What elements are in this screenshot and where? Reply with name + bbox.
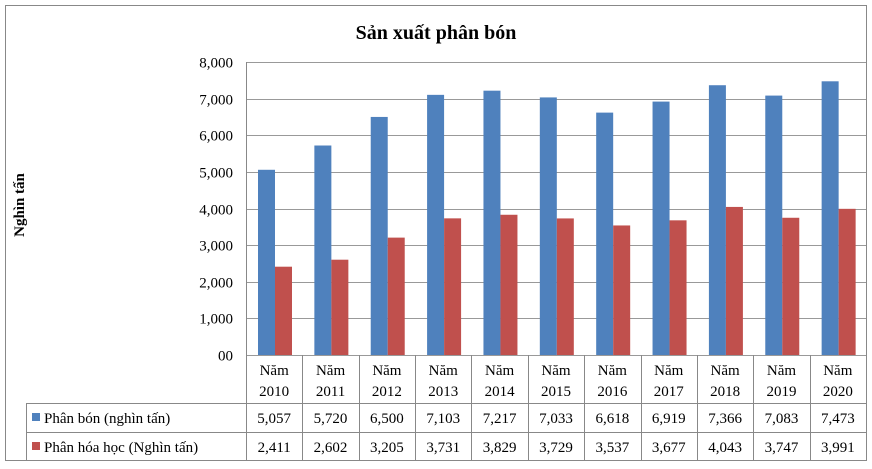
bar-phan-hoa-hoc	[782, 217, 800, 355]
x-category-year: 2010	[259, 384, 289, 400]
x-category-label: Năm	[767, 363, 796, 379]
data-table-value: 3,747	[765, 440, 799, 456]
bar-phan-bon	[370, 116, 388, 355]
bar-phan-hoa-hoc	[838, 208, 856, 355]
data-table-value: 7,083	[765, 411, 799, 427]
y-tick-label: 8,000	[199, 56, 233, 72]
legend-label: Phân hóa học (Nghìn tấn)	[44, 440, 198, 456]
data-table-value: 5,720	[314, 411, 348, 427]
legend-key	[32, 442, 40, 450]
data-table-value: 3,677	[652, 440, 686, 456]
bar-phan-bon	[483, 90, 501, 356]
data-table-value: 3,829	[483, 440, 517, 456]
x-category-label: Năm	[598, 363, 627, 379]
data-table-value: 2,602	[314, 440, 348, 456]
x-category-year: 2011	[316, 384, 345, 400]
x-category-year: 2017	[654, 384, 685, 400]
data-table-value: 7,217	[483, 411, 517, 427]
data-table-value: 3,729	[539, 440, 573, 456]
bar-phan-hoa-hoc	[556, 218, 574, 355]
chart-title: Sản xuất phân bón	[356, 22, 517, 44]
bar-phan-bon	[427, 94, 445, 355]
data-table-value: 6,500	[370, 411, 404, 427]
bar-phan-hoa-hoc	[331, 259, 349, 355]
bar-phan-bon	[652, 101, 670, 356]
y-tick-label: 7,000	[199, 93, 233, 109]
legend-key	[32, 413, 40, 421]
y-tick-label: 5,000	[199, 166, 233, 182]
data-table-value: 4,043	[708, 440, 742, 456]
x-category-year: 2020	[823, 384, 853, 400]
x-category-label: Năm	[316, 363, 345, 379]
data-table-value: 6,919	[652, 411, 686, 427]
bar-phan-hoa-hoc	[500, 214, 518, 355]
bar-phan-bon	[314, 145, 332, 355]
x-category-label: Năm	[429, 363, 458, 379]
y-tick-label: 6,000	[199, 129, 233, 145]
x-category-label: Năm	[823, 363, 852, 379]
bar-phan-hoa-hoc	[613, 225, 631, 355]
data-table-value: 2,411	[258, 440, 291, 456]
x-category-year: 2016	[597, 384, 628, 400]
bar-phan-hoa-hoc	[669, 220, 687, 355]
y-axis-label: Nghìn tấn	[12, 172, 28, 236]
x-category-year: 2018	[710, 384, 740, 400]
x-category-label: Năm	[372, 363, 401, 379]
data-table-value: 7,366	[708, 411, 742, 427]
data-table-value: 5,057	[257, 411, 291, 427]
y-tick-label: 00	[218, 349, 233, 365]
x-category-year: 2012	[372, 384, 402, 400]
data-table-value: 3,537	[595, 440, 629, 456]
bar-phan-bon	[258, 169, 275, 355]
bar-phan-hoa-hoc	[387, 237, 405, 355]
x-category-year: 2019	[766, 384, 796, 400]
data-table-value: 3,991	[821, 440, 855, 456]
y-tick-label: 3,000	[199, 239, 233, 255]
data-table-value: 3,205	[370, 440, 404, 456]
bar-phan-hoa-hoc	[444, 218, 462, 355]
x-category-year: 2015	[541, 384, 571, 400]
y-tick-label: 2,000	[199, 276, 233, 292]
data-table-value: 7,473	[821, 411, 855, 427]
x-category-label: Năm	[485, 363, 514, 379]
legend-label: Phân bón (nghìn tấn)	[44, 411, 170, 427]
x-category-label: Năm	[711, 363, 740, 379]
bar-phan-bon	[708, 85, 726, 356]
x-category-label: Năm	[541, 363, 570, 379]
bar-phan-hoa-hoc	[725, 206, 743, 355]
bar-phan-bon	[596, 112, 614, 355]
data-table-value: 7,103	[426, 411, 460, 427]
bar-phan-bon	[821, 81, 839, 355]
bar-phan-hoa-hoc	[275, 266, 292, 355]
x-category-year: 2013	[428, 384, 458, 400]
y-tick-label: 1,000	[199, 312, 233, 328]
data-table-value: 3,731	[426, 440, 460, 456]
data-table-value: 6,618	[595, 411, 629, 427]
bar-phan-bon	[539, 97, 557, 355]
data-table-value: 7,033	[539, 411, 573, 427]
y-tick-label: 4,000	[199, 203, 233, 219]
bar-phan-bon	[765, 95, 783, 355]
x-category-label: Năm	[260, 363, 289, 379]
x-category-year: 2014	[485, 384, 516, 400]
x-category-label: Năm	[654, 363, 683, 379]
